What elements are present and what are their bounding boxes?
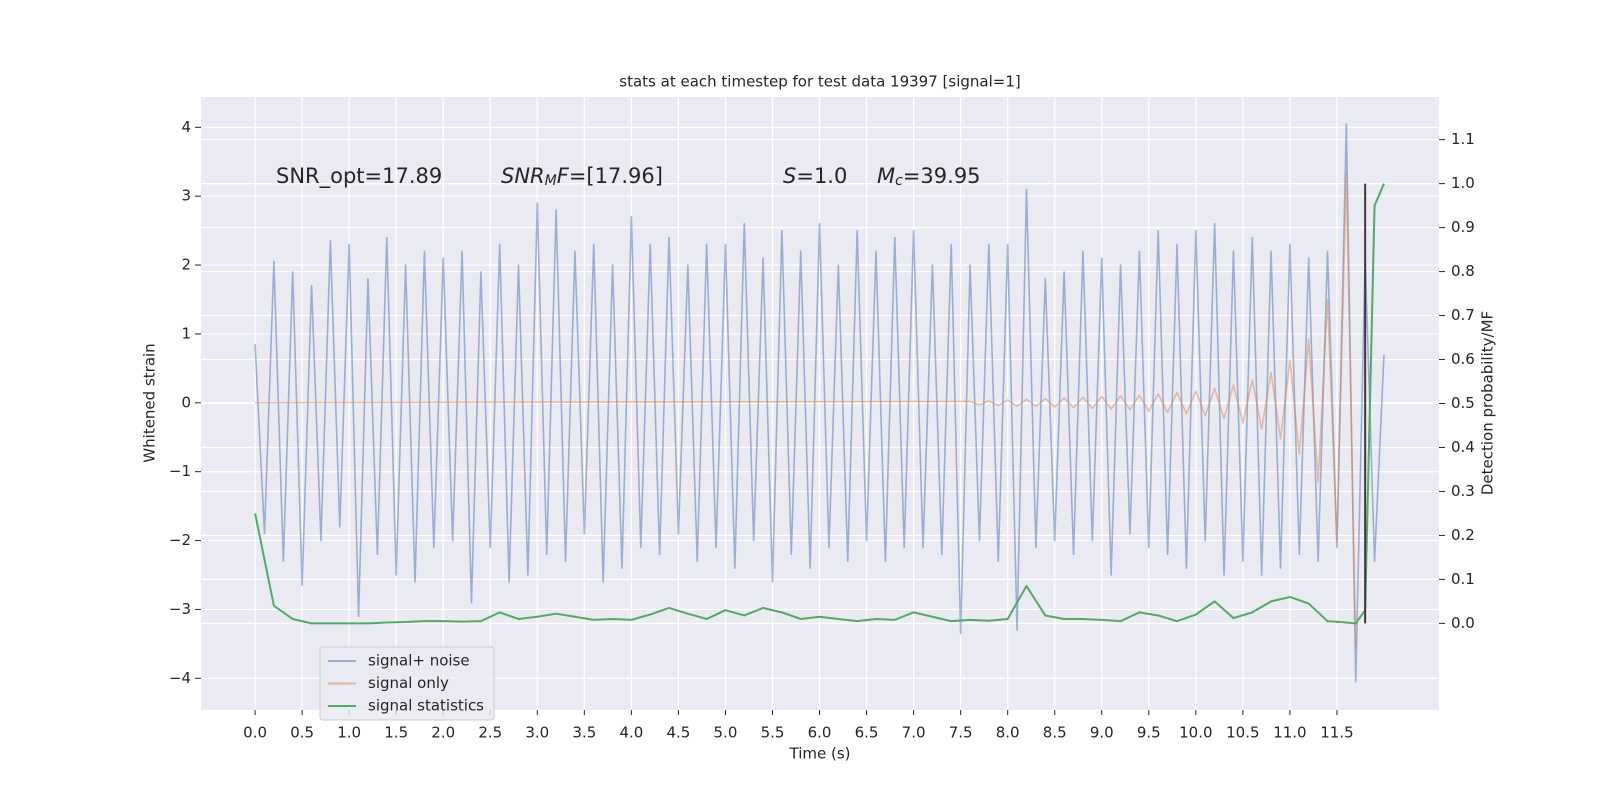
x-tick-label: 4.5 (666, 724, 690, 742)
x-tick-label: 9.5 (1137, 724, 1161, 742)
x-tick-label: 6.0 (808, 724, 832, 742)
x-tick-label: 7.0 (902, 724, 926, 742)
x-tick-label: 1.0 (337, 724, 361, 742)
y2-tick-label: 0.6 (1451, 350, 1475, 368)
chart-title: stats at each timestep for test data 193… (619, 73, 1020, 91)
x-tick-label: 5.5 (761, 724, 785, 742)
x-tick-label: 11.0 (1273, 724, 1306, 742)
x-tick-label: 10.0 (1179, 724, 1212, 742)
annotation-part: SNR (501, 164, 545, 188)
x-tick-label: 8.5 (1043, 724, 1067, 742)
x-tick-label: 0.5 (290, 724, 314, 742)
legend-label: signal only (368, 674, 449, 692)
y2-tick-label: 0.1 (1451, 570, 1475, 588)
series-line (255, 171, 1357, 648)
y-tick-label: 2 (181, 256, 191, 274)
y-tick-label: 3 (181, 187, 191, 205)
y2-tick-label: 1.0 (1451, 174, 1475, 192)
x-tick-label: 2.5 (478, 724, 502, 742)
legend-label: signal statistics (368, 697, 484, 715)
annotation-part: F (557, 164, 570, 188)
annotation-part: =[17.96] (569, 164, 663, 188)
legend-box (319, 646, 495, 721)
annotation-part: SNR_opt=17.89 (276, 164, 442, 189)
y2-tick-label: 0.9 (1451, 218, 1475, 236)
y2-tick-label: 0.8 (1451, 262, 1475, 280)
x-tick-label: 11.5 (1320, 724, 1353, 742)
y-tick-label: −4 (169, 669, 191, 687)
y-tick-label: 4 (181, 118, 191, 136)
x-tick-label: 3.5 (572, 724, 596, 742)
annotation: SNRMF=[17.96] (501, 164, 663, 189)
y2-tick-label: 0.7 (1451, 306, 1475, 324)
x-tick-label: 9.0 (1090, 724, 1114, 742)
y2-tick-label: 0.3 (1451, 482, 1475, 500)
y-tick-label: 0 (181, 393, 191, 411)
y-tick-label: −2 (169, 531, 191, 549)
x-axis-label: Time (s) (789, 745, 851, 763)
annotation-part: M (877, 164, 895, 188)
series-line (254, 183, 1385, 625)
x-tick-label: 5.0 (714, 724, 738, 742)
y2-tick-label: 1.1 (1451, 130, 1475, 148)
annotation-part: =39.95 (903, 164, 981, 188)
legend-label: signal+ noise (368, 652, 470, 670)
x-tick-label: 2.0 (431, 724, 455, 742)
x-tick-label: 0.0 (243, 724, 267, 742)
annotation-part: =1.0 (796, 164, 847, 188)
y2-tick-label: 0.5 (1451, 394, 1475, 412)
annotation-part: S (783, 164, 796, 188)
y2-tick-label: 0.0 (1451, 614, 1475, 632)
y-tick-label: −1 (169, 462, 191, 480)
x-tick-label: 3.0 (525, 724, 549, 742)
y2-axis-label: Detection probability/MF (1479, 311, 1497, 495)
x-tick-label: 1.5 (384, 724, 408, 742)
y2-tick-label: 0.4 (1451, 438, 1475, 456)
annotation-part: c (895, 173, 903, 189)
series-line (254, 123, 1385, 683)
x-tick-label: 8.0 (996, 724, 1020, 742)
y2-tick-label: 0.2 (1451, 526, 1475, 544)
annotation: Mc=39.95 (877, 164, 981, 189)
x-tick-label: 10.5 (1226, 724, 1259, 742)
legend: signal+ noise signal only signal statistic… (319, 646, 495, 721)
x-tick-label: 7.5 (949, 724, 973, 742)
annotation: SNR_opt=17.89 (276, 164, 442, 189)
annotation: S=1.0 (783, 164, 847, 188)
y-tick-label: 1 (181, 324, 191, 342)
annotation-part: M (545, 173, 557, 189)
x-tick-label: 6.5 (855, 724, 879, 742)
y-tick-label: −3 (169, 600, 191, 618)
x-tick-label: 4.0 (619, 724, 643, 742)
y-axis-label: Whitened strain (141, 343, 159, 462)
